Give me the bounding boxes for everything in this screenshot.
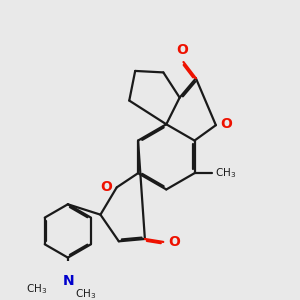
Text: CH$_3$: CH$_3$ (215, 166, 236, 180)
Text: O: O (100, 180, 112, 194)
Text: O: O (169, 235, 181, 249)
Text: O: O (220, 117, 232, 131)
Text: CH$_3$: CH$_3$ (26, 282, 47, 296)
Text: O: O (176, 43, 188, 57)
Text: N: N (63, 274, 74, 288)
Text: CH$_3$: CH$_3$ (75, 287, 96, 300)
